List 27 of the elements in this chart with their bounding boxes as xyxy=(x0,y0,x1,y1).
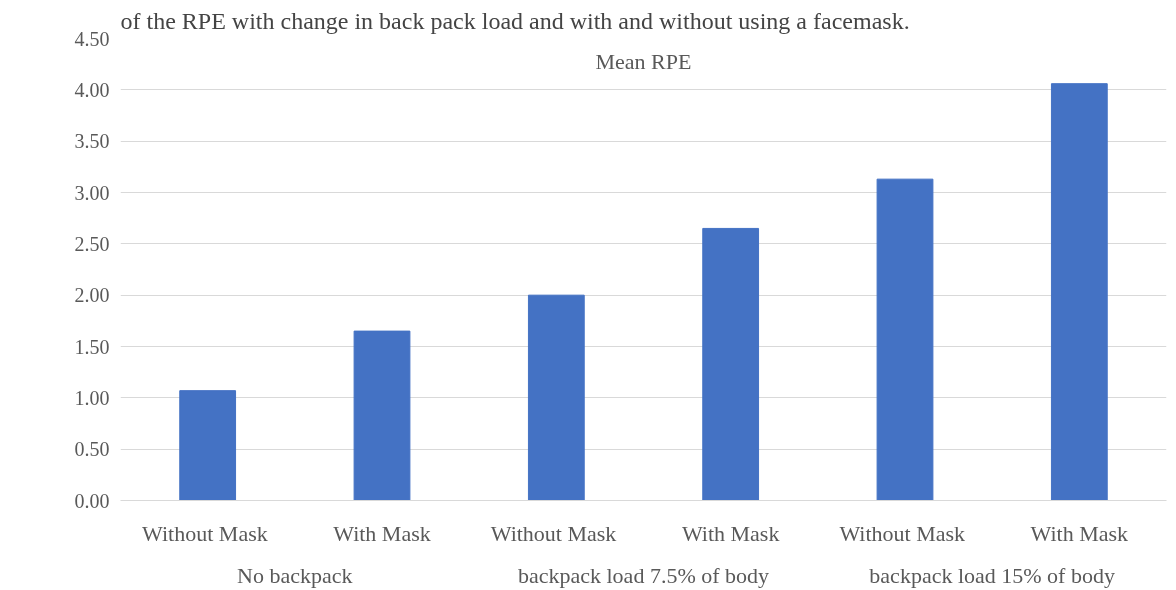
x-tick-label: Without Mask xyxy=(142,520,268,546)
y-tick-label: 2.00 xyxy=(74,284,110,307)
x-tick-label: With Mask xyxy=(681,520,780,546)
x-tick-label: With Mask xyxy=(333,520,431,546)
x-tick-label: Without Mask xyxy=(839,520,966,546)
y-tick-label: 1.00 xyxy=(74,386,110,409)
bar xyxy=(527,294,585,501)
y-tick-label: 3.00 xyxy=(74,181,110,204)
text: backpack load 15% of body xyxy=(869,562,1115,588)
x-tick-label: With Mask xyxy=(1030,520,1129,546)
text: of the RPE with change in back pack load and with and without using a facemask. xyxy=(120,7,910,34)
text: No backpack xyxy=(237,562,353,588)
y-tick-label: 3.50 xyxy=(74,130,110,153)
bar xyxy=(179,390,237,501)
y-tick-label: 1.50 xyxy=(74,335,110,358)
y-tick-label: 0.00 xyxy=(74,489,110,512)
x-tick-label: Without Mask xyxy=(490,520,617,546)
bar xyxy=(1050,83,1108,501)
y-tick-label: 4.00 xyxy=(74,78,110,101)
bar xyxy=(702,227,760,501)
y-tick-label: 2.50 xyxy=(74,232,110,255)
text: Mean RPE xyxy=(595,48,692,74)
bar xyxy=(353,330,411,501)
bar xyxy=(876,178,934,501)
text: backpack load 7.5% of body xyxy=(517,562,770,588)
y-tick-label: 0.50 xyxy=(74,438,110,461)
y-tick-label: 4.50 xyxy=(74,27,110,50)
